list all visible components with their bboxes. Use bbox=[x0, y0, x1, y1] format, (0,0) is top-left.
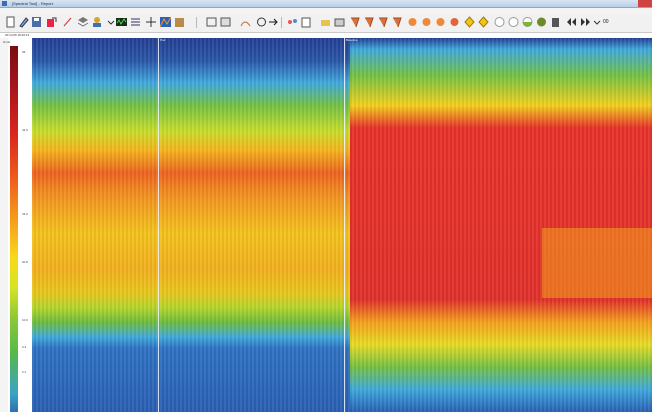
probe-2-icon[interactable] bbox=[364, 16, 375, 28]
event-marker-line[interactable] bbox=[158, 38, 159, 412]
arrow-right-icon[interactable] bbox=[268, 16, 279, 28]
scale-tick: 33.0 bbox=[22, 212, 28, 216]
package-icon[interactable] bbox=[174, 16, 185, 28]
close-button[interactable] bbox=[638, 0, 652, 7]
pan-icon[interactable] bbox=[146, 16, 157, 28]
timestamp-label: 20:14:05 18:26:13 bbox=[5, 33, 30, 37]
maximize-button[interactable] bbox=[624, 0, 638, 7]
fast-forward-icon[interactable] bbox=[580, 16, 591, 28]
edit-icon[interactable] bbox=[18, 16, 29, 28]
toolbar-separator bbox=[281, 17, 282, 28]
app-icon bbox=[2, 1, 7, 6]
grid-view-icon[interactable] bbox=[206, 16, 217, 28]
rewind-icon[interactable] bbox=[566, 16, 577, 28]
bucket-icon[interactable] bbox=[550, 16, 561, 28]
monitor-icon[interactable] bbox=[116, 16, 127, 28]
user-icon[interactable] bbox=[92, 16, 103, 28]
layers-icon[interactable] bbox=[78, 16, 89, 28]
minimize-button[interactable] bbox=[610, 0, 624, 7]
scale-tick: 6.3 bbox=[22, 345, 27, 349]
diamond-2-icon[interactable] bbox=[478, 16, 489, 28]
head-2-icon[interactable] bbox=[421, 16, 432, 28]
export-icon[interactable] bbox=[46, 16, 57, 28]
bridge-icon[interactable] bbox=[240, 16, 251, 28]
info-strip: 20:14:05 18:26:13 bbox=[0, 33, 652, 38]
probe-1-icon[interactable] bbox=[350, 16, 361, 28]
position-label: 0 min bbox=[3, 40, 11, 44]
window-title: [Spectral Tool] - Report bbox=[12, 1, 53, 6]
scale-tick: 39 bbox=[22, 50, 26, 54]
new-icon[interactable] bbox=[5, 16, 16, 28]
folder-open-icon[interactable] bbox=[320, 16, 331, 28]
event-marker-label: Baseline bbox=[346, 38, 358, 42]
diamond-1-icon[interactable] bbox=[464, 16, 475, 28]
spectrum-icon[interactable] bbox=[160, 16, 171, 28]
title-bar: [Spectral Tool] - Report bbox=[0, 0, 652, 8]
zoom-label[interactable]: 00 bbox=[603, 19, 609, 25]
list-icon[interactable] bbox=[130, 16, 141, 28]
line-tool-icon[interactable] bbox=[62, 16, 73, 28]
camera-icon[interactable] bbox=[334, 16, 345, 28]
circle-full-icon[interactable] bbox=[536, 16, 547, 28]
clipboard-icon[interactable] bbox=[301, 16, 312, 28]
spectrogram-view[interactable]: Pod Baseline bbox=[32, 38, 652, 412]
scale-tick: 2.1 bbox=[22, 370, 27, 374]
event-marker-line[interactable] bbox=[344, 38, 345, 412]
image-view-icon[interactable] bbox=[220, 16, 231, 28]
left-panel bbox=[0, 38, 8, 412]
record-circle-icon[interactable] bbox=[256, 16, 267, 28]
probe-3-icon[interactable] bbox=[378, 16, 389, 28]
circle-empty-1-icon[interactable] bbox=[494, 16, 505, 28]
scale-tick: 20.8 bbox=[22, 260, 28, 264]
probe-4-icon[interactable] bbox=[392, 16, 403, 28]
dropdown-arrow-icon[interactable] bbox=[106, 16, 117, 28]
head-4-icon[interactable] bbox=[449, 16, 460, 28]
toolbar: 00 bbox=[0, 14, 652, 33]
save-icon[interactable] bbox=[31, 16, 42, 28]
head-1-icon[interactable] bbox=[407, 16, 418, 28]
scale-tick: 44.0 bbox=[22, 128, 28, 132]
circle-empty-2-icon[interactable] bbox=[508, 16, 519, 28]
playback-dropdown-icon[interactable] bbox=[592, 16, 603, 28]
scale-tick: 10.0 bbox=[22, 318, 28, 322]
toolbar-separator bbox=[196, 17, 197, 28]
event-marker-label: Pod bbox=[160, 38, 166, 42]
spectrogram-image bbox=[32, 38, 652, 412]
head-3-icon[interactable] bbox=[435, 16, 446, 28]
circle-half-icon[interactable] bbox=[522, 16, 533, 28]
color-scale-bar bbox=[10, 46, 18, 412]
link-icon[interactable] bbox=[287, 16, 298, 28]
